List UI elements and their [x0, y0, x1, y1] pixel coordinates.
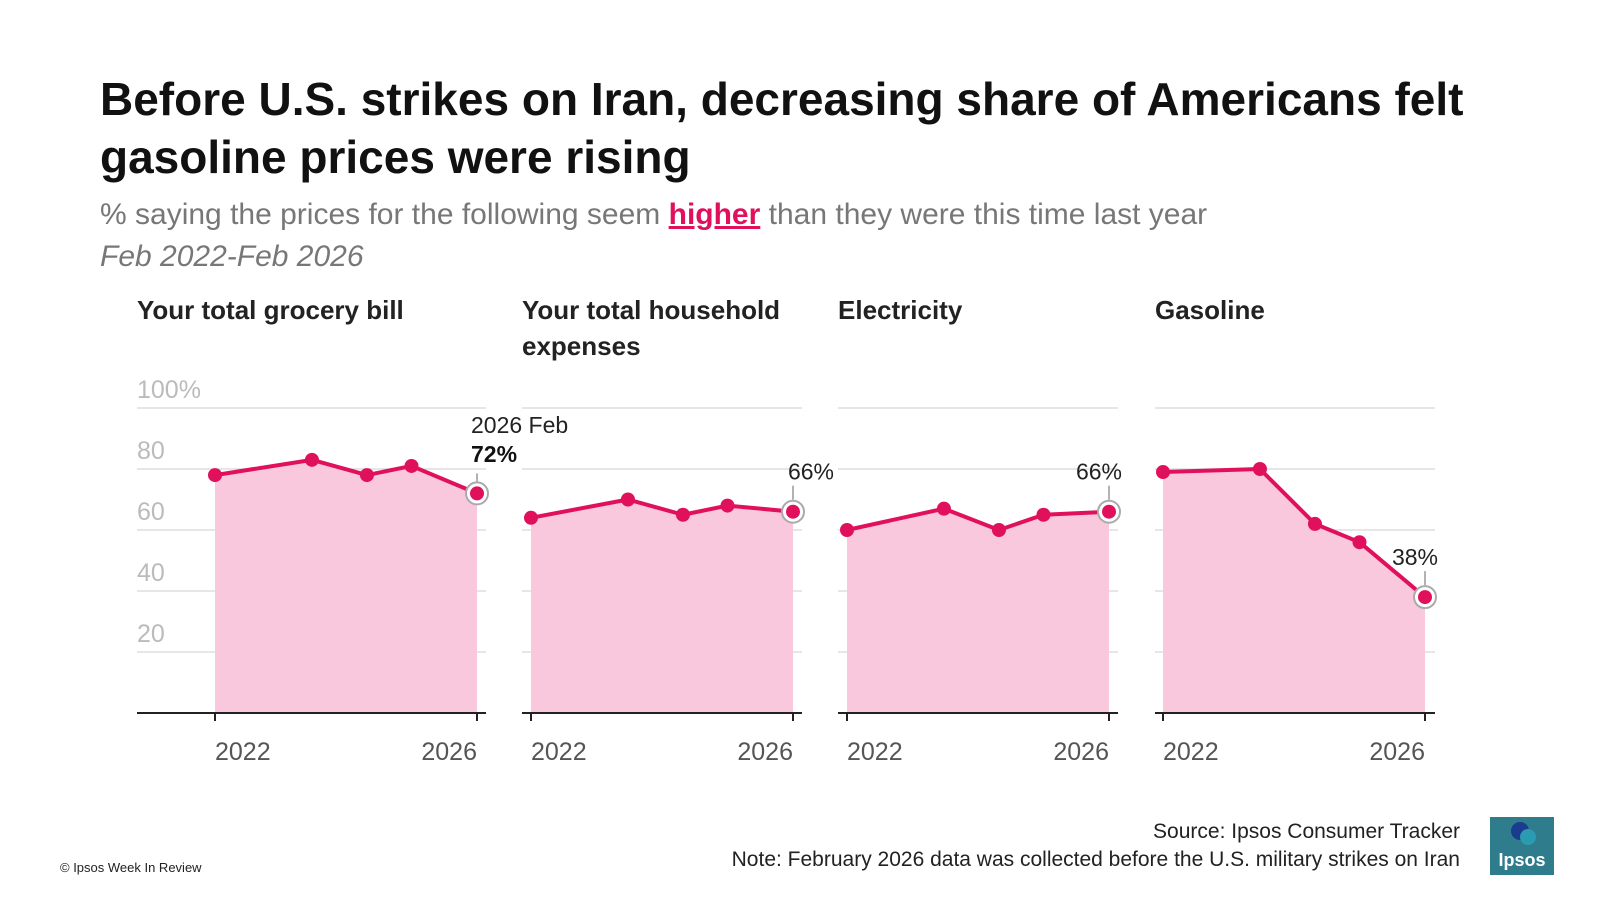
subtitle-suffix: than they were this time last year — [768, 198, 1208, 231]
subtitle-prefix: % saying the prices for the following se… — [100, 198, 661, 231]
data-point-gasoline-0 — [1156, 465, 1170, 480]
y-tick-label-40: 40 — [137, 559, 165, 587]
chart-subtitle: % saying the prices for the following se… — [100, 198, 1207, 232]
y-tick-label-20: 20 — [137, 620, 165, 648]
y-tick-label-80: 80 — [137, 437, 165, 465]
data-point-household-4 — [786, 504, 800, 519]
data-point-gasoline-2 — [1307, 516, 1322, 531]
x-tick-label-electricity-end: 2026 — [1053, 738, 1109, 766]
data-point-grocery-1 — [304, 452, 319, 467]
area-fill-household — [531, 499, 793, 713]
data-point-household-1 — [620, 492, 635, 507]
data-point-electricity-2 — [991, 523, 1006, 537]
logo-mark-icon — [1511, 822, 1536, 845]
panel-electricity — [838, 407, 1121, 721]
x-tick-label-grocery-end: 2026 — [421, 738, 477, 766]
x-tick-label-household-end: 2026 — [737, 738, 793, 766]
callout-value-electricity: 66% — [1076, 459, 1122, 485]
x-tick-label-electricity-start: 2022 — [847, 738, 903, 766]
data-point-gasoline-3 — [1352, 535, 1367, 550]
note-text: Note: February 2026 data was collected b… — [731, 848, 1460, 871]
data-point-grocery-2 — [359, 468, 374, 483]
panel-title-electricity: Electricity — [838, 295, 963, 325]
callout-value-grocery: 72% — [471, 441, 517, 467]
data-point-household-2 — [675, 507, 690, 522]
chart-title: Before U.S. strikes on Iran, decreasing … — [100, 73, 1464, 183]
data-point-household-3 — [720, 498, 735, 513]
x-tick-label-gasoline-start: 2022 — [1163, 738, 1219, 766]
logo-text: Ipsos — [1498, 850, 1546, 870]
y-tick-label-60: 60 — [137, 498, 165, 526]
data-point-gasoline-1 — [1252, 462, 1267, 476]
x-tick-label-grocery-start: 2022 — [215, 738, 271, 766]
callout-date-grocery: 2026 Feb — [471, 412, 568, 438]
x-tick-label-gasoline-end: 2026 — [1369, 738, 1425, 766]
area-fill-electricity — [847, 508, 1109, 713]
data-point-electricity-0 — [840, 523, 854, 537]
ipsos-logo: Ipsos — [1490, 817, 1554, 875]
data-point-grocery-3 — [404, 458, 419, 473]
data-point-grocery-0 — [208, 468, 222, 483]
data-point-electricity-1 — [936, 501, 951, 516]
y-tick-label-100: 100% — [137, 376, 201, 404]
data-point-electricity-4 — [1102, 504, 1116, 519]
data-point-grocery-4 — [470, 486, 484, 501]
panel-grocery — [137, 407, 489, 721]
area-fill-gasoline — [1163, 469, 1425, 713]
callout-value-household: 66% — [788, 459, 834, 485]
data-point-household-0 — [524, 510, 538, 525]
data-point-gasoline-4 — [1418, 590, 1432, 605]
panel-title-grocery: Your total grocery bill — [137, 295, 404, 325]
callout-value-gasoline: 38% — [1392, 544, 1438, 570]
data-point-electricity-3 — [1036, 507, 1051, 522]
panel-household — [522, 407, 805, 721]
panel-title-gasoline: Gasoline — [1155, 295, 1265, 325]
subtitle-highlight: higher — [668, 198, 761, 231]
date-range: Feb 2022-Feb 2026 — [100, 240, 364, 273]
panel-title-household: Your total household expenses — [522, 295, 781, 361]
panel-gasoline — [1155, 407, 1437, 721]
source-text: Source: Ipsos Consumer Tracker — [1153, 820, 1460, 843]
area-fill-grocery — [215, 459, 477, 713]
source-note: Source: Ipsos Consumer Tracker Note: Feb… — [732, 818, 1460, 874]
copyright: © Ipsos Week In Review — [60, 860, 202, 875]
x-tick-label-household-start: 2022 — [531, 738, 587, 766]
